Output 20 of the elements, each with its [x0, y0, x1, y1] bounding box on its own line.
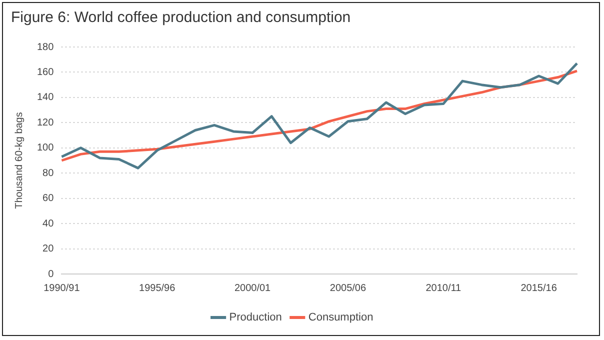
y-tick-label: 160 [36, 66, 54, 78]
y-tick-label: 180 [36, 42, 54, 53]
x-tick-label: 1995/96 [139, 282, 176, 294]
x-tick-label: 2005/06 [330, 282, 366, 294]
x-tick-label: 2015/16 [520, 282, 558, 294]
y-tick-label: 100 [36, 142, 54, 154]
x-tick-label: 2000/01 [234, 282, 272, 294]
x-tick-label: 2010/11 [426, 282, 462, 294]
x-tick-label: 1990/91 [44, 282, 80, 294]
y-tick-label: 0 [48, 268, 54, 280]
legend-label: Production [229, 312, 282, 324]
y-tick-label: 80 [42, 168, 54, 179]
y-tick-label: 120 [36, 117, 54, 128]
y-axis-title: Thousand 60-kg bags [14, 112, 25, 209]
chart-title: Figure 6: World coffee production and consumption [11, 9, 351, 26]
y-tick-label: 40 [42, 218, 54, 230]
y-tick-label: 20 [42, 244, 54, 255]
legend-label: Consumption [308, 312, 374, 324]
y-tick-label: 140 [36, 92, 54, 104]
y-tick-label: 60 [42, 193, 54, 204]
